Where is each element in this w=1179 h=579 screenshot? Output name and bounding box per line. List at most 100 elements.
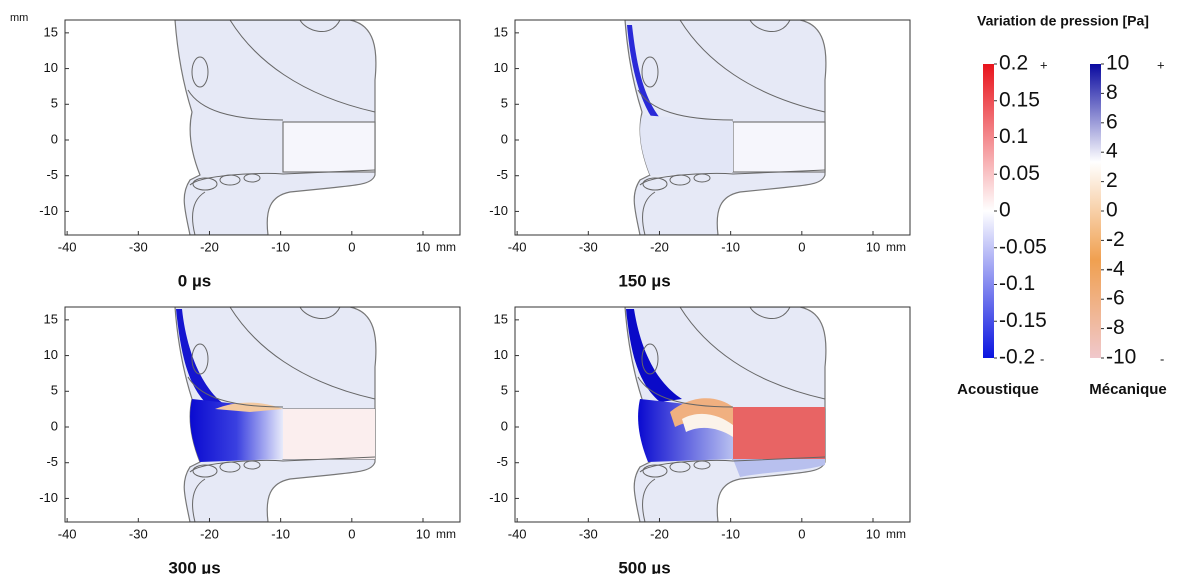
- outline: [642, 177, 668, 191]
- colorbar: 0.2 0.15 0.1 0.05 0 -0.05 -0.1 -0.15 -0.2 + -Acous…: [957, 52, 1047, 398]
- x-tick-label: -40: [58, 239, 77, 254]
- outline: [299, 20, 341, 32]
- y-tick-label: -10: [39, 203, 58, 218]
- x-tick-label: -30: [579, 526, 598, 541]
- pressure-field: [626, 309, 682, 402]
- colorbar-tick-label: 0.1: [999, 125, 1028, 148]
- ear-canal: [732, 121, 826, 173]
- y-tick-label: 15: [494, 24, 508, 39]
- pressure-field: [733, 407, 825, 459]
- y-tick-label: -5: [46, 167, 58, 182]
- colorbar-over-marker: +: [1040, 57, 1048, 72]
- x-tick-label: -30: [129, 526, 148, 541]
- pressure-field: [733, 459, 825, 477]
- colorbar-tick-label: -6: [1106, 287, 1125, 310]
- colorbar-tick-label: -10: [1106, 346, 1136, 369]
- x-tick-label: 0: [798, 526, 805, 541]
- x-tick-label: -20: [200, 239, 219, 254]
- colorbar-tick-label: -8: [1106, 316, 1125, 339]
- x-tick-label: -40: [508, 526, 527, 541]
- outline: [192, 464, 218, 478]
- outline: [189, 456, 376, 473]
- x-unit: mm: [436, 240, 456, 254]
- geometry: [174, 20, 377, 235]
- y-tick-label: -5: [496, 167, 508, 182]
- x-unit: mm: [436, 527, 456, 541]
- panel: -40 -30 -20 -10 0 10 mm 15 10 5 0 -5 -10 mm 0 µs: [10, 12, 461, 290]
- x-tick-label: 0: [348, 526, 355, 541]
- panel-title: 0 µs: [178, 271, 211, 290]
- y-tick-label: -10: [489, 203, 508, 218]
- colorbar-title: Variation de pression [Pa]: [977, 13, 1149, 29]
- y-tick-label: 0: [501, 131, 508, 146]
- pressure-field: [176, 309, 225, 405]
- pressure-field: [627, 25, 660, 122]
- colorbar-tick-label: -0.15: [999, 309, 1047, 332]
- outline: [642, 464, 668, 478]
- y-unit: mm: [10, 12, 28, 24]
- colorbar-tick-label: 0.15: [999, 88, 1040, 111]
- outline: [187, 376, 284, 408]
- geometry: [624, 307, 827, 522]
- x-tick-label: -10: [721, 526, 740, 541]
- panel-title: 150 µs: [618, 271, 670, 290]
- colorbar-tick-label: -0.1: [999, 272, 1035, 295]
- outline: [191, 56, 209, 88]
- y-tick-label: 5: [501, 383, 508, 398]
- panel: -40 -30 -20 -10 0 10 mm 15 10 5 0 -5 -10 300 µs: [39, 306, 461, 577]
- outline: [299, 307, 341, 319]
- y-tick-label: -5: [496, 454, 508, 469]
- outline: [642, 191, 656, 235]
- x-tick-label: 10: [866, 526, 880, 541]
- y-tick-label: -10: [39, 490, 58, 505]
- colorbar-label: Acoustique: [957, 381, 1039, 398]
- outline: [679, 20, 826, 113]
- geometry: [624, 20, 827, 235]
- panel-title: 500 µs: [618, 558, 670, 574]
- x-tick-label: -40: [508, 239, 527, 254]
- outline: [679, 307, 826, 400]
- outline: [192, 191, 206, 235]
- geometry: [174, 307, 377, 522]
- x-tick-label: -20: [200, 526, 219, 541]
- axes-frame: [514, 306, 911, 523]
- colorbar-tick-label: 6: [1106, 110, 1118, 133]
- colorbar-tick-label: -2: [1106, 228, 1125, 251]
- outline: [192, 478, 206, 522]
- y-tick-label: 0: [51, 418, 58, 433]
- colorbar-tick-label: 0.2: [999, 52, 1028, 75]
- y-tick-label: 15: [44, 311, 58, 326]
- y-tick-label: 5: [51, 383, 58, 398]
- pressure-field: [682, 413, 733, 437]
- x-tick-label: 10: [416, 526, 430, 541]
- outline: [641, 343, 659, 375]
- x-tick-label: 0: [798, 239, 805, 254]
- x-tick-label: -10: [271, 239, 290, 254]
- colorbar-over-marker: +: [1157, 57, 1165, 72]
- panel: -40 -30 -20 -10 0 10 mm 15 10 5 0 -5 -10 150 µs: [489, 19, 911, 290]
- outline: [642, 478, 656, 522]
- x-tick-label: 0: [348, 239, 355, 254]
- x-tick-label: -30: [129, 239, 148, 254]
- outline: [191, 343, 209, 375]
- pressure-field: [190, 399, 283, 462]
- y-tick-label: 10: [494, 347, 508, 362]
- panel: -40 -30 -20 -10 0 10 mm 15 10 5 0 -5 -10 500 µs: [489, 306, 911, 577]
- y-tick-label: 0: [51, 131, 58, 146]
- colorbar-tick-label: 0: [1106, 199, 1118, 222]
- outline: [637, 376, 734, 408]
- outline: [749, 20, 791, 32]
- x-tick-label: 10: [416, 239, 430, 254]
- x-tick-label: -40: [58, 526, 77, 541]
- pressure-field: [283, 409, 375, 459]
- colorbar-tick-label: 8: [1106, 81, 1118, 104]
- x-unit: mm: [886, 240, 906, 254]
- axes-frame: [64, 19, 461, 236]
- outline: [641, 56, 659, 88]
- outline: [229, 307, 376, 400]
- colorbar-tick-label: -4: [1106, 257, 1125, 280]
- y-tick-label: -5: [46, 454, 58, 469]
- outline: [229, 20, 376, 113]
- colorbar-tick-label: 2: [1106, 169, 1118, 192]
